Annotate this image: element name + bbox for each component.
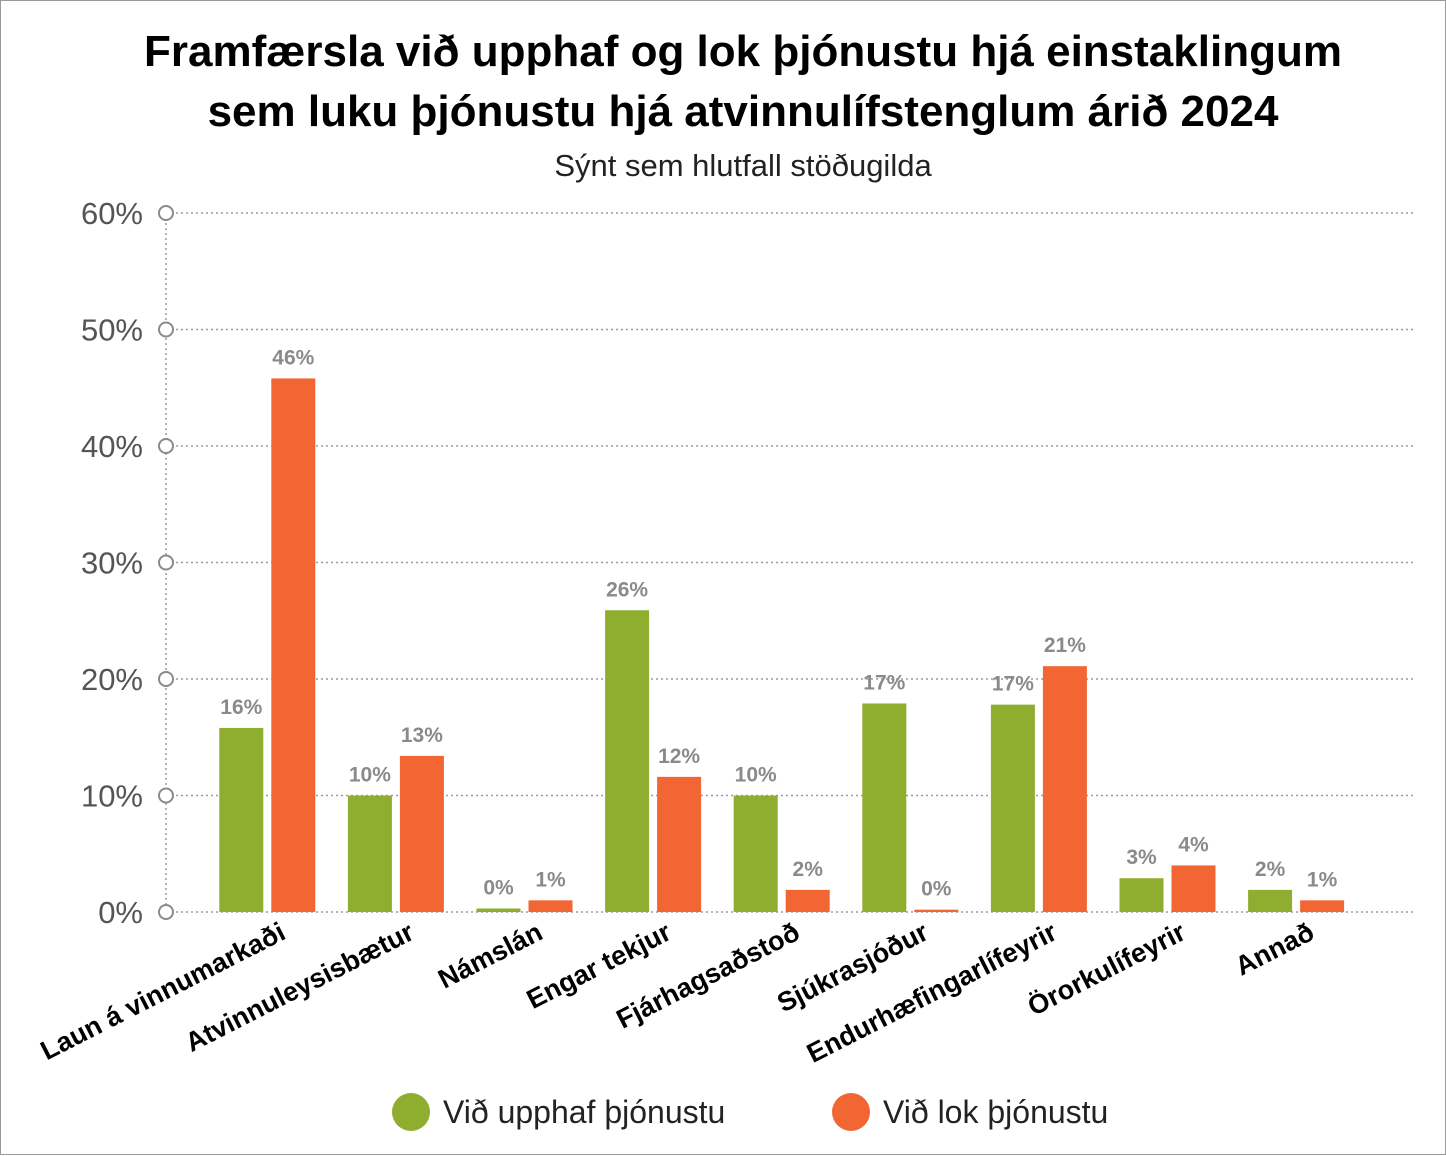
bar-value-label: 1%: [535, 868, 566, 891]
bar: [219, 727, 264, 912]
bar: [1248, 889, 1293, 912]
y-tick-marker: [158, 787, 174, 804]
x-tick-label: Laun á vinnumarkaði: [36, 917, 290, 1066]
x-tick-label: Atvinnuleysisbætur: [180, 916, 419, 1057]
bar-value-label: 10%: [735, 764, 777, 787]
bar: [476, 908, 521, 912]
bar-value-label: 2%: [1255, 858, 1286, 881]
legend-label-end: Við lok þjónustu: [883, 1094, 1108, 1130]
chart-title-line-2: sem luku þjónustu hjá atvinnulífstenglum…: [208, 87, 1279, 136]
y-tick-label: 0%: [98, 895, 143, 930]
legend-swatch-end: [832, 1093, 870, 1131]
bar: [914, 909, 959, 912]
bar-value-label: 17%: [992, 673, 1034, 696]
y-axis: 0% 10% 20% 30% 40% 50% 60%: [81, 196, 174, 930]
bar: [1042, 666, 1087, 912]
bar-value-label: 0%: [483, 877, 514, 900]
bar: [605, 610, 650, 912]
y-tick-label: 50%: [81, 313, 143, 348]
y-tick-label: 60%: [81, 196, 143, 231]
bar: [1171, 865, 1216, 912]
y-tick-marker: [158, 671, 174, 687]
bar-value-label: 10%: [349, 764, 391, 787]
chart-subtitle: Sýnt sem hlutfall stöðugilda: [554, 148, 932, 183]
y-tick-marker: [158, 554, 174, 571]
y-tick-marker: [158, 321, 174, 338]
bar: [733, 795, 778, 912]
y-tick-label: 20%: [81, 662, 143, 697]
x-tick-label: Endurhæfingarlífeyrir: [802, 916, 1062, 1068]
y-tick-marker: [158, 904, 174, 920]
chart-title-line-1: Framfærsla við upphaf og lok þjónustu hj…: [144, 27, 1342, 76]
bar-value-label: 3%: [1126, 846, 1157, 869]
value-labels: 16% 46% 10% 13% 0% 1% 26% 12% 10% 2% 17% 0% 17% 21% 3%…: [220, 346, 1337, 900]
bar: [528, 900, 573, 912]
bar: [990, 704, 1035, 912]
y-tick-marker: [158, 205, 174, 221]
x-tick-label: Annað: [1230, 917, 1318, 982]
bar-value-label: 13%: [401, 724, 443, 747]
bar-value-label: 17%: [863, 671, 905, 694]
bar: [271, 378, 316, 912]
bar: [785, 889, 830, 912]
bar: [657, 776, 702, 912]
x-tick-label: Námslán: [433, 917, 547, 995]
bar-value-label: 1%: [1307, 868, 1338, 891]
bar: [399, 755, 444, 912]
bar: [347, 795, 392, 912]
bar-value-label: 2%: [793, 858, 824, 881]
bar-value-label: 4%: [1178, 833, 1209, 856]
bar-value-label: 12%: [658, 745, 700, 768]
bar-value-label: 26%: [606, 578, 648, 601]
bar: [1119, 878, 1164, 912]
bar: [1300, 900, 1345, 912]
y-tick-label: 40%: [81, 429, 143, 464]
legend: Við upphaf þjónustu Við lok þjónustu: [392, 1093, 1108, 1131]
bar-value-label: 16%: [220, 696, 262, 719]
y-tick-label: 10%: [81, 779, 143, 814]
bar-value-label: 46%: [272, 346, 314, 369]
bar: [862, 703, 907, 912]
bar-value-label: 21%: [1044, 634, 1086, 657]
bar-value-label: 0%: [921, 878, 952, 901]
y-tick-marker: [158, 438, 174, 454]
bars: [219, 378, 1345, 912]
y-tick-label: 30%: [81, 546, 143, 581]
legend-label-start: Við upphaf þjónustu: [443, 1094, 725, 1130]
legend-swatch-start: [392, 1093, 430, 1131]
